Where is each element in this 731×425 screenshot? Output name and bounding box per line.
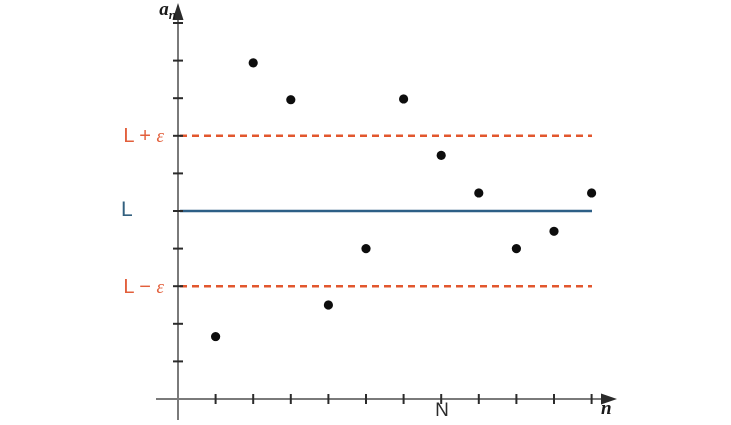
epsilon-symbol: ε [156, 277, 165, 298]
data-point [587, 188, 597, 198]
data-point [211, 331, 221, 342]
n-threshold-label: N [435, 400, 449, 421]
y-axis-arrow [172, 3, 184, 20]
data-point [286, 95, 296, 105]
y-axis-label-subscript: n [168, 7, 176, 22]
upper-band-label: L + ε [82, 125, 164, 148]
data-point [549, 226, 559, 236]
data-point [361, 244, 371, 254]
lower-band-prefix: L − [123, 276, 157, 298]
y-axis-label: an [138, 0, 176, 25]
data-point [399, 94, 409, 104]
y-axis-label-main: a [159, 0, 169, 20]
x-axis-arrow [601, 393, 617, 405]
data-point [474, 188, 484, 198]
data-point [323, 300, 333, 310]
x-axis-label: n [601, 398, 612, 419]
data-point [511, 244, 521, 254]
epsilon-symbol: ε [156, 126, 165, 147]
limit-label: L [121, 198, 133, 221]
upper-band-prefix: L + [123, 125, 157, 147]
data-point [248, 58, 258, 68]
lower-band-label: L − ε [82, 276, 164, 299]
data-point [436, 150, 446, 160]
